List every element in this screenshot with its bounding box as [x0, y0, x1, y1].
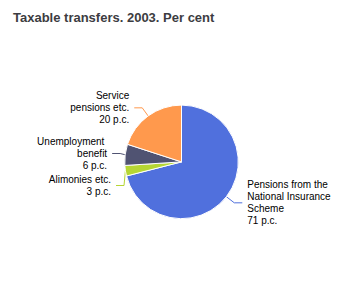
- svg-text:benefit: benefit: [77, 148, 107, 159]
- svg-text:6 p.c.: 6 p.c.: [83, 160, 107, 171]
- svg-text:3 p.c.: 3 p.c.: [87, 186, 111, 197]
- svg-text:Unemployment: Unemployment: [37, 136, 107, 147]
- svg-text:Taxable transfers. 2003. Per c: Taxable transfers. 2003. Per cent: [13, 10, 215, 25]
- svg-text:pensions etc.: pensions etc.: [70, 102, 129, 113]
- svg-text:Service: Service: [96, 90, 130, 101]
- svg-text:Pensions from the: Pensions from the: [247, 179, 330, 190]
- svg-text:Scheme: Scheme: [247, 203, 284, 214]
- svg-text:20 p.c.: 20 p.c.: [99, 114, 129, 125]
- svg-text:71 p.c.: 71 p.c.: [247, 215, 277, 226]
- svg-text:National Insurance: National Insurance: [247, 191, 333, 202]
- svg-text:Alimonies etc.: Alimonies etc.: [49, 174, 111, 185]
